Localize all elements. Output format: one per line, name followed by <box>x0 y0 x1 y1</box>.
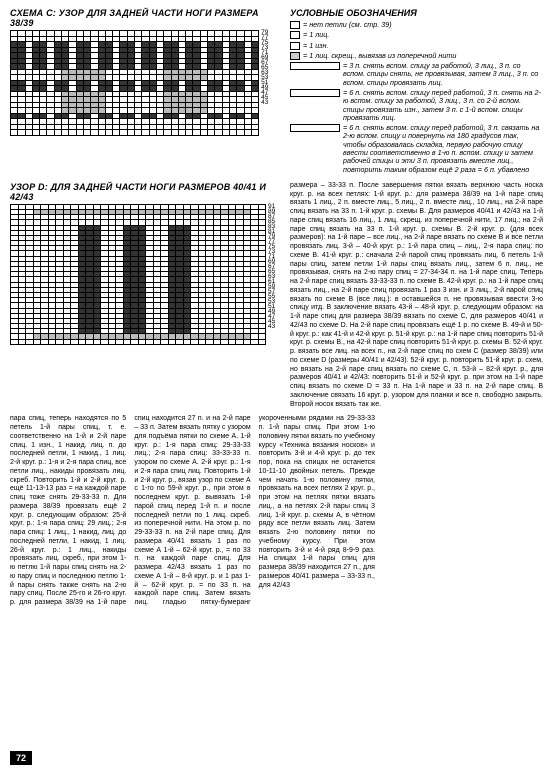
legend-item: = нет петли (см. стр. 39) <box>290 21 543 29</box>
chart-c: 797775737169676563535149474543 <box>10 30 282 136</box>
chart-c-title: СХЕМА С: УЗОР ДЛЯ ЗАДНЕЙ ЧАСТИ НОГИ РАЗМ… <box>10 8 282 28</box>
bottom-text: пара спиц, теперь находятся по 5 петель … <box>10 415 375 608</box>
page-number: 72 <box>10 751 32 765</box>
legend-item: = 1 лиц. скрещ., вывязав из поперечной н… <box>290 52 543 60</box>
legend-item: = 6 п. снять вспом. спицу перед работой,… <box>290 89 543 122</box>
right-column-text: размера – 33-33 п. После завершения пятк… <box>290 182 543 410</box>
legend-item: = 1 изн. <box>290 42 543 50</box>
legend-title: УСЛОВНЫЕ ОБОЗНАЧЕНИЯ <box>290 8 543 18</box>
chart-d: 9189878583817977757371696765636159575553… <box>10 204 282 345</box>
legend-item: = 6 п. снять вспом. спицу перед работой,… <box>290 124 543 174</box>
chart-d-title: УЗОР D: ДЛЯ ЗАДНЕЙ ЧАСТИ НОГИ РАЗМЕРОВ 4… <box>10 182 282 202</box>
legend: УСЛОВНЫЕ ОБОЗНАЧЕНИЯ = нет петли (см. ст… <box>290 8 543 176</box>
legend-item: = 3 п. снять вспом. спицу за работой, 3 … <box>290 62 543 87</box>
legend-item: = 1 лиц. <box>290 31 543 39</box>
